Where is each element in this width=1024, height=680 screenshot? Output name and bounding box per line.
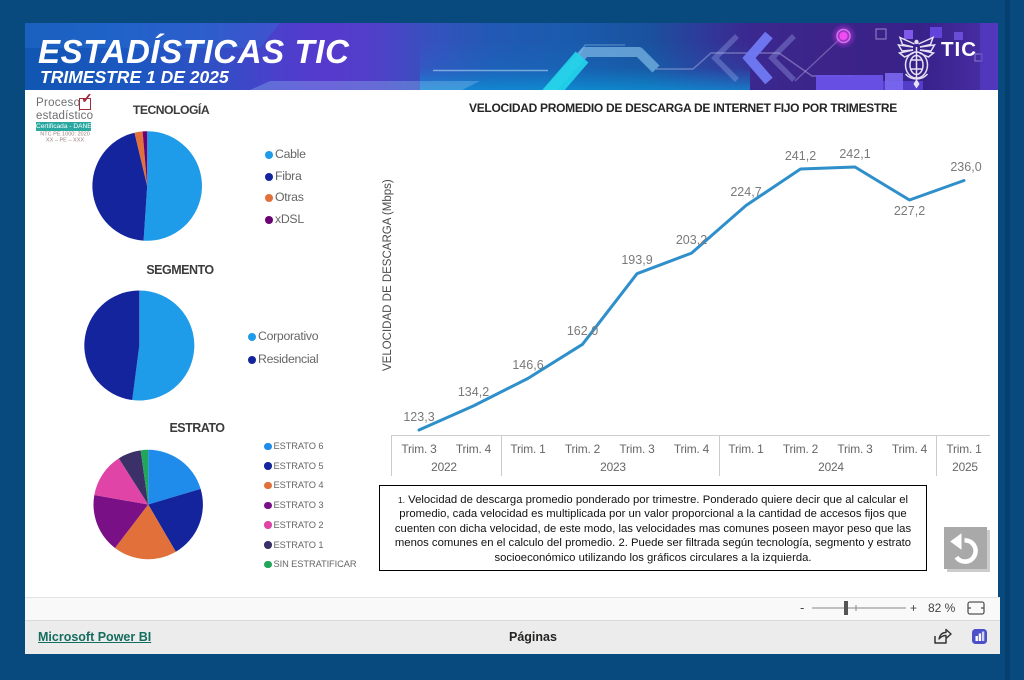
svg-text:+: + <box>910 601 917 615</box>
svg-text:TRIMESTRE 1 DE 2025: TRIMESTRE 1 DE 2025 <box>40 67 229 87</box>
svg-text:ESTADÍSTICAS TIC: ESTADÍSTICAS TIC <box>38 33 350 70</box>
svg-text:-: - <box>800 600 804 615</box>
svg-text:TIC: TIC <box>941 38 977 61</box>
svg-text:82 %: 82 % <box>928 601 956 615</box>
